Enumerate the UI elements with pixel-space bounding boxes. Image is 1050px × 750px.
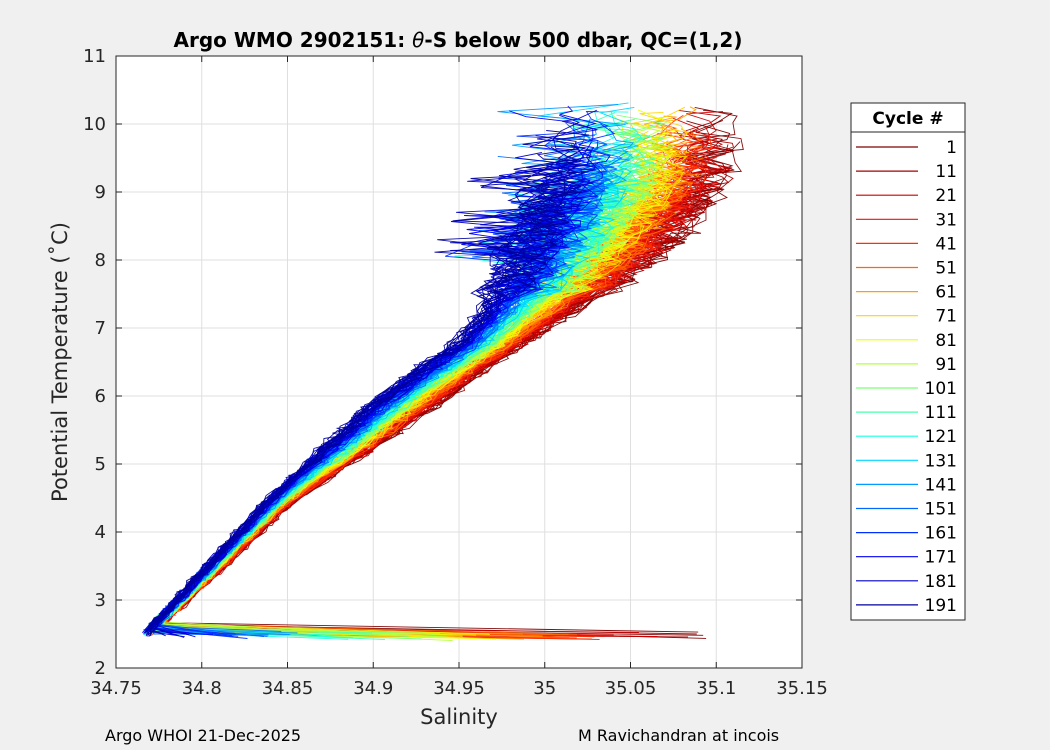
x-tick-label: 35 xyxy=(533,678,556,699)
x-tick-label: 35.15 xyxy=(776,678,828,699)
x-tick-label: 34.75 xyxy=(90,678,142,699)
legend-entry-label: 121 xyxy=(925,427,957,447)
y-tick-label: 6 xyxy=(95,386,106,407)
profile-lines xyxy=(142,102,744,642)
y-tick-label: 7 xyxy=(95,318,106,339)
chart-title: Argo WMO 2902151: θ-S below 500 dbar, QC… xyxy=(174,28,743,52)
y-tick-label: 3 xyxy=(95,590,106,611)
y-axis-label: Potential Temperature (˚C) xyxy=(48,222,72,502)
x-tick-label: 34.85 xyxy=(262,678,314,699)
legend: Cycle # 11121314151617181911011111211311… xyxy=(850,102,966,621)
x-tick-label: 35.1 xyxy=(696,678,736,699)
legend-entry-label: 181 xyxy=(925,572,957,592)
legend-entry-label: 71 xyxy=(935,307,957,327)
legend-entry-label: 1 xyxy=(946,138,957,158)
legend-entry-label: 111 xyxy=(925,403,957,423)
legend-entry-label: 51 xyxy=(935,259,957,279)
x-tick-label: 34.9 xyxy=(353,678,393,699)
profile-line xyxy=(155,202,688,633)
legend-entry-label: 171 xyxy=(925,548,957,568)
legend-entry-label: 11 xyxy=(935,162,957,182)
profile-line xyxy=(151,135,586,629)
y-tick-label: 5 xyxy=(95,454,106,475)
legend-entry-label: 81 xyxy=(935,331,957,351)
profile-line xyxy=(147,140,582,636)
y-tick-label: 8 xyxy=(95,250,106,271)
y-tick-label: 4 xyxy=(95,522,106,543)
x-axis-label: Salinity xyxy=(420,705,498,729)
footer-right: M Ravichandran at incois xyxy=(578,726,779,745)
legend-entry-label: 101 xyxy=(925,379,957,399)
legend-box xyxy=(850,102,966,621)
y-tick-label: 2 xyxy=(95,658,106,679)
legend-entry-label: 141 xyxy=(925,475,957,495)
legend-title: Cycle # xyxy=(872,109,943,129)
legend-entry-label: 91 xyxy=(935,355,957,375)
x-tick-label: 35.05 xyxy=(605,678,657,699)
ticks: 34.75 34.8 34.85 34.9 34.95 35 35.05 35.1 35.152… xyxy=(83,46,828,699)
y-tick-label: 10 xyxy=(83,114,106,135)
x-tick-label: 34.8 xyxy=(182,678,222,699)
legend-entry-label: 191 xyxy=(925,596,957,616)
x-tick-label: 34.95 xyxy=(433,678,485,699)
legend-entry-label: 21 xyxy=(935,186,957,206)
footer-left: Argo WHOI 21-Dec-2025 xyxy=(105,726,301,745)
y-tick-label: 11 xyxy=(83,46,106,67)
legend-entry-label: 151 xyxy=(925,500,957,520)
legend-entry-label: 161 xyxy=(925,524,957,544)
profile-line xyxy=(143,167,576,634)
legend-entry-label: 31 xyxy=(935,210,957,230)
y-tick-label: 9 xyxy=(95,182,106,203)
legend-entry-label: 41 xyxy=(935,234,957,254)
legend-entry-label: 131 xyxy=(925,451,957,471)
legend-entry-label: 61 xyxy=(935,283,957,303)
